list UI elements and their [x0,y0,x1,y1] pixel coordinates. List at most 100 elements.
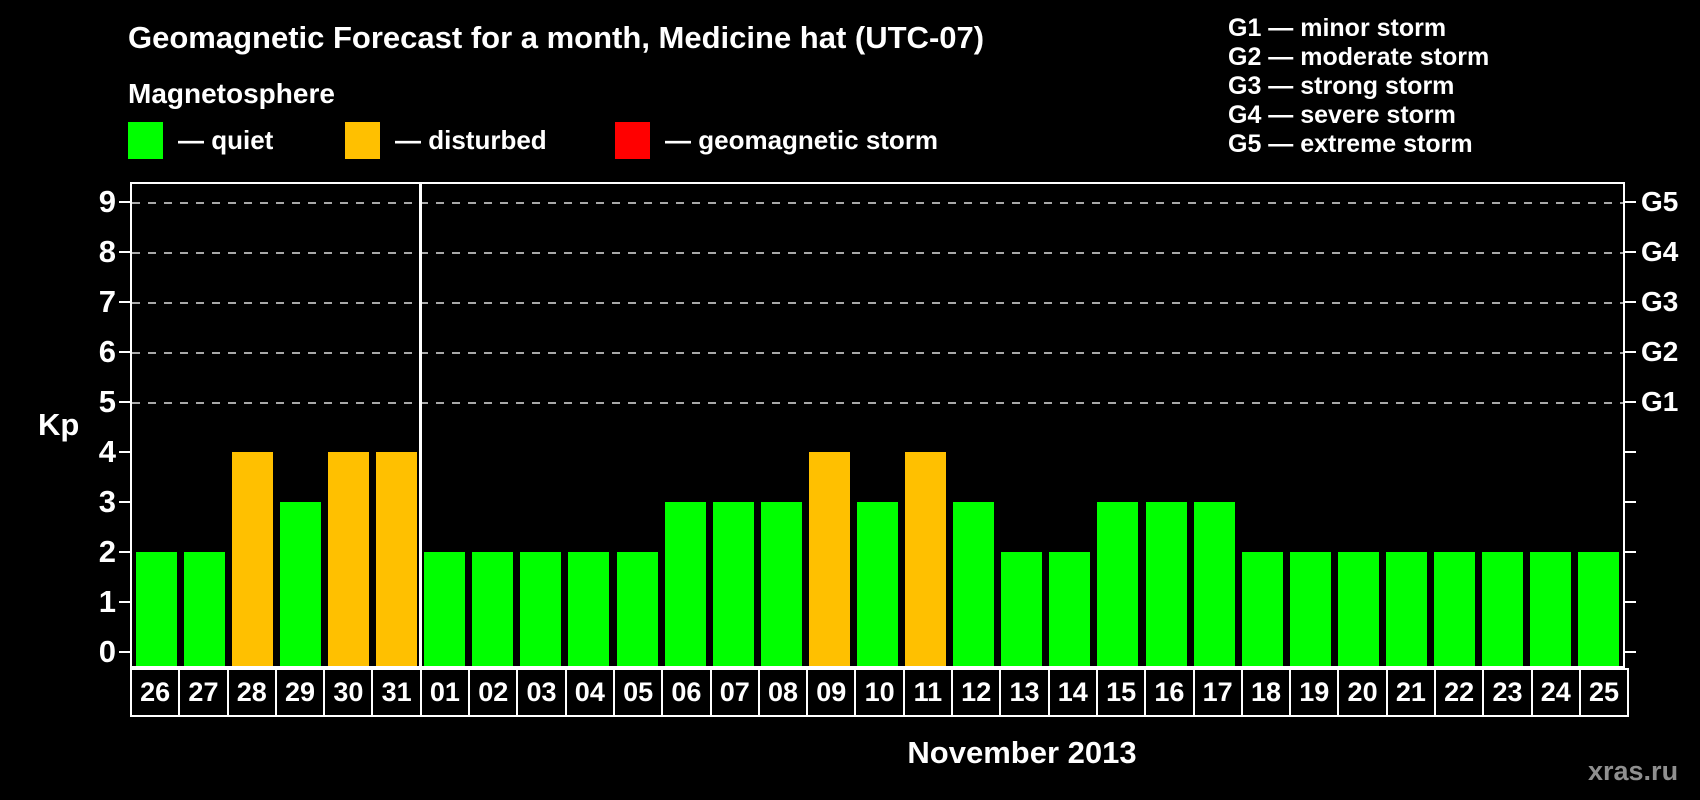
right-axis-tick-8 [1625,251,1636,253]
day-label-cell-11: 11 [902,668,954,717]
kp-bar-day-03 [520,552,562,666]
kp-bar-day-18 [1241,552,1283,666]
left-axis-tick-8 [119,251,130,253]
day-label-cell-29: 29 [274,668,326,717]
day-label-cell-05: 05 [612,668,664,717]
storm-scale-legend-g2: G2 — moderate storm [1228,43,1490,71]
right-axis-tick-3 [1625,501,1636,503]
y-tick-label-9: 9 [98,184,116,219]
disturbed-color-swatch [345,121,380,159]
kp-bar-day-07 [712,502,754,666]
gridline-kp9 [132,202,1623,204]
y-axis-title: Kp [38,407,80,442]
day-label-cell-06: 06 [661,668,712,717]
right-axis-tick-7 [1625,301,1636,303]
kp-bar-day-04 [568,552,610,666]
kp-bar-day-25 [1578,552,1620,666]
right-axis-tick-4 [1625,451,1636,453]
gridline-kp8 [132,252,1623,254]
kp-bar-day-14 [1049,552,1091,666]
day-label-cell-07: 07 [709,668,760,717]
storm-scale-legend-g3: G3 — strong storm [1228,72,1455,100]
y-tick-label-4: 4 [98,434,116,469]
day-label-cell-30: 30 [323,668,374,717]
x-axis-title: November 2013 [907,735,1137,770]
x-axis-day-labels: 26 27 28 29 30 31 01 02 03 04 05 06 07 08 09 10 11 12 13 14… [130,668,1630,717]
y-tick-label-6: 6 [98,334,116,369]
right-axis-tick-1 [1625,601,1636,603]
kp-bar-day-27 [183,552,225,666]
day-label-cell-08: 08 [757,668,809,717]
storm-scale-legend: G1 — minor storm G2 — moderate storm G3 … [1228,14,1489,159]
kp-bar-day-29 [279,502,321,666]
kp-bar-day-17 [1193,502,1235,666]
gridline-kp7 [132,302,1623,304]
day-label-cell-31: 31 [371,668,422,717]
right-axis-tick-9 [1625,201,1636,203]
left-axis-tick-5 [119,401,130,403]
legend-item-quiet: — quiet [128,121,273,159]
day-label-cell-19: 19 [1289,668,1340,717]
kp-bar-day-16 [1145,502,1187,666]
left-axis-tick-7 [119,301,130,303]
day-label-cell-27: 27 [178,668,229,717]
day-label-cell-03: 03 [516,668,567,717]
kp-bar-day-05 [616,552,658,666]
chart-title: Geomagnetic Forecast for a month, Medici… [128,20,985,55]
day-label-cell-16: 16 [1144,668,1195,717]
right-axis-label-g4: G4 [1641,236,1679,267]
kp-bar-day-10 [857,502,898,666]
storm-scale-legend-g4: G4 — severe storm [1228,101,1456,129]
watermark: xras.ru [1588,756,1679,786]
y-tick-label-2: 2 [98,534,116,569]
plot-area [130,182,1625,668]
right-axis-tick-5 [1625,401,1636,403]
left-axis-tick-4 [119,451,130,453]
day-label-cell-17: 17 [1192,668,1243,717]
y-tick-label-7: 7 [98,284,116,319]
day-label-cell-12: 12 [951,668,1002,717]
month-boundary-line [419,184,423,666]
kp-bar-day-31 [376,452,418,666]
kp-bar-day-19 [1289,552,1331,666]
day-label-cell-28: 28 [226,668,277,717]
kp-bar-day-20 [1337,552,1379,666]
right-axis-tick-6 [1625,351,1636,353]
day-label-cell-13: 13 [999,668,1050,717]
kp-bar-day-12 [953,502,995,666]
day-label-cell-22: 22 [1434,668,1485,717]
day-label-cell-02: 02 [468,668,519,717]
left-axis-tick-9 [119,201,130,203]
left-axis-tick-6 [119,351,130,353]
right-axis-tick-0 [1625,651,1636,653]
day-label-cell-01: 01 [419,668,471,717]
day-label-cell-09: 09 [806,668,857,717]
day-label-cell-10: 10 [854,668,905,717]
right-axis-label-g1: G1 [1641,386,1679,417]
day-label-cell-20: 20 [1337,668,1388,717]
day-label-cell-04: 04 [564,668,615,717]
kp-bar-day-21 [1386,552,1428,666]
kp-bar-day-23 [1482,552,1524,666]
kp-bar-day-09 [808,452,850,666]
day-label-cell-15: 15 [1095,668,1147,717]
kp-bar-day-28 [231,452,273,666]
legend-item-disturbed: — disturbed [345,121,547,159]
day-label-cell-14: 14 [1047,668,1098,717]
y-tick-label-8: 8 [98,234,116,269]
day-label-cell-25: 25 [1578,668,1630,717]
right-axis-tick-2 [1625,551,1636,553]
left-axis-tick-0 [119,651,130,653]
right-axis-label-g5: G5 [1641,186,1679,217]
kp-bar-day-08 [760,502,802,666]
y-tick-label-1: 1 [98,584,116,619]
storm-scale-legend-g5: G5 — extreme storm [1228,130,1473,158]
legend-label-disturbed: — disturbed [395,124,547,155]
kp-bar-day-02 [472,552,514,666]
day-label-cell-18: 18 [1240,668,1292,717]
legend-label-storm: — geomagnetic storm [665,124,939,155]
left-axis-tick-2 [119,551,130,553]
left-axis-tick-3 [119,501,130,503]
day-label-cell-23: 23 [1482,668,1533,717]
